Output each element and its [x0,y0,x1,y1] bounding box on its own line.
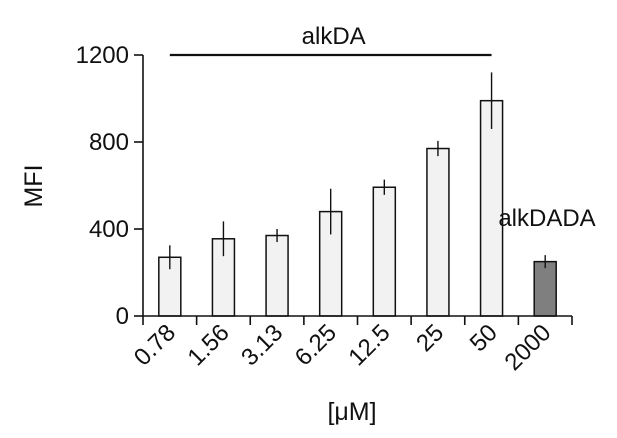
x-tick-label: 25 [411,319,449,357]
bars-layer [158,72,557,317]
y-tick-label: 0 [116,303,129,330]
y-tick-label: 400 [89,216,129,243]
bar [372,186,397,317]
x-tick-label: 50 [465,319,503,357]
group-label-alkdada: alkDADA [498,205,595,232]
bar [426,147,450,317]
x-tick-label: 0.78 [129,319,181,371]
x-tick-label: 1.56 [183,319,235,371]
y-tick-label: 800 [89,129,129,156]
bar [265,234,289,317]
x-tick-label: 6.25 [290,319,342,371]
y-axis-title: MFI [20,164,48,207]
x-tick-label: 12.5 [343,319,395,371]
x-tick-label: 3.13 [236,319,288,371]
x-tick-label: 2000 [500,319,557,376]
annotation-layer: alkDA alkDADA [169,23,596,232]
y-tick-label: 1200 [76,42,129,69]
bar [533,260,557,317]
group-label-alkda: alkDA [302,23,366,50]
x-axis-title: [μM] [327,398,376,426]
axes-layer [142,55,572,317]
